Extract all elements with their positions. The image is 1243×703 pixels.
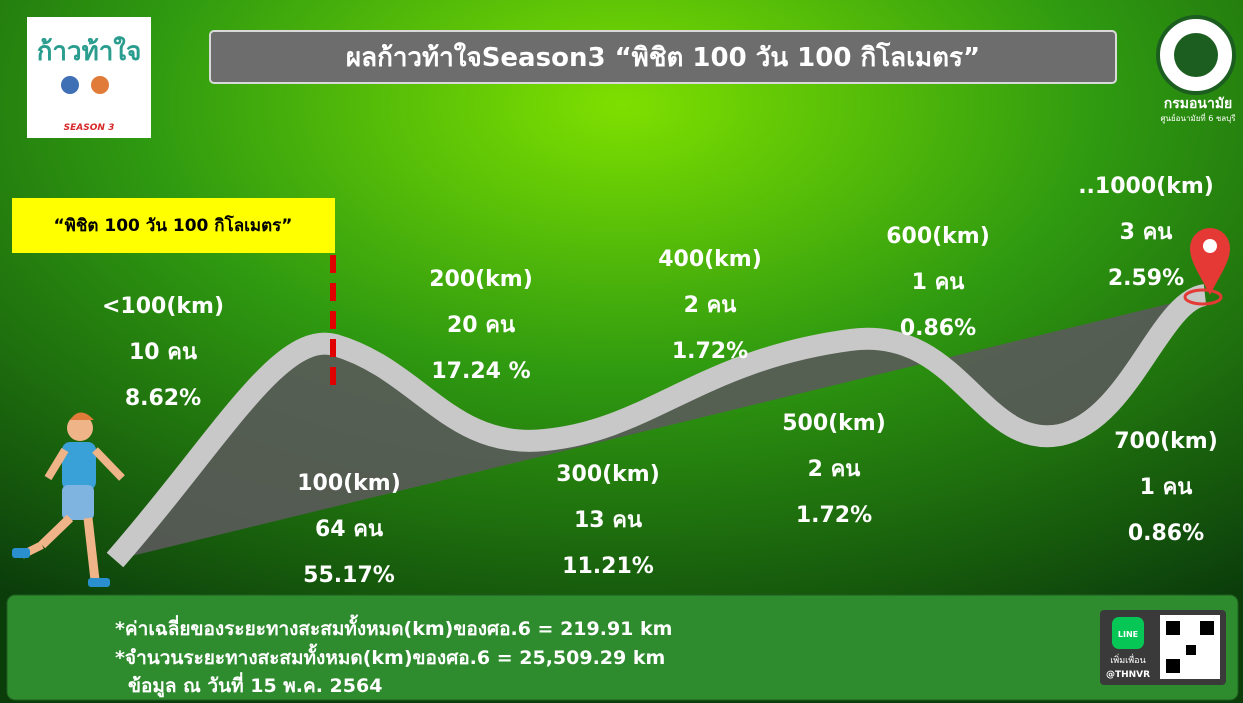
milestone-distance: 600(km) [886, 224, 990, 249]
milestone-people: 13 คน [574, 508, 642, 533]
title: ผลก้าวท้าใจSeason3 “พิชิต 100 วัน 100 กิ… [346, 41, 980, 73]
logo-name: กรมอนามัย [1164, 96, 1233, 112]
milestone-distance: 100(km) [297, 471, 401, 496]
map-pin-hole [1203, 239, 1217, 253]
logo-title: ก้าวท้าใจ [37, 36, 142, 67]
milestone-people: 2 คน [684, 293, 737, 318]
milestone-percent: 0.86% [1128, 521, 1204, 546]
milestone-distance: 500(km) [782, 411, 886, 436]
qr-code [1166, 621, 1180, 635]
footer-line: ข้อมูล ณ วันที่ 15 พ.ค. 2564 [128, 672, 382, 698]
milestone-distance: 300(km) [556, 462, 660, 487]
milestone-people: 20 คน [447, 313, 515, 338]
milestone-percent: 0.86% [900, 316, 976, 341]
milestone-people: 64 คน [315, 517, 383, 542]
milestone-distance: 400(km) [658, 247, 762, 272]
milestone-percent: 1.72% [796, 503, 872, 528]
milestone-distance: 700(km) [1114, 429, 1218, 454]
ministry-seal [1174, 33, 1218, 77]
canvas: ก้าวท้าใจ SEASON 3 ผลก้าวท้าใจSeason3 “พ… [0, 0, 1243, 703]
qr-code [1200, 621, 1214, 635]
logo-season: SEASON 3 [64, 123, 115, 133]
qr-code [1166, 659, 1180, 673]
footer-line: *ค่าเฉลี่ยของระยะทางสะสมทั้งหมด(km)ของศอ… [115, 614, 672, 640]
footer-line: *จำนวนระยะทางสะสมทั้งหมด(km)ของศอ.6 = 25… [115, 643, 665, 669]
milestone-people: 3 คน [1120, 220, 1173, 245]
milestone-percent: 17.24 % [431, 359, 530, 384]
milestone-percent: 1.72% [672, 339, 748, 364]
milestone-people: 10 คน [129, 340, 197, 365]
logo-figure [91, 76, 109, 94]
logo-figure [61, 76, 79, 94]
logo-left [27, 17, 151, 138]
milestone-distance: 200(km) [429, 267, 533, 292]
milestone-percent: 11.21% [562, 554, 654, 579]
milestone-people: 1 คน [1140, 475, 1193, 500]
milestone-distance: <100(km) [102, 294, 224, 319]
milestone-percent: 2.59% [1108, 266, 1184, 291]
milestone-people: 1 คน [912, 270, 965, 295]
goal-label: “พิชิต 100 วัน 100 กิโลเมตร” [54, 215, 293, 236]
milestone-distance: ..1000(km) [1078, 174, 1214, 199]
line-id: @THNVR [1106, 670, 1150, 680]
milestone-percent: 55.17% [303, 563, 395, 588]
logo-unit: ศูนย์อนามัยที่ 6 ชลบุรี [1160, 112, 1236, 124]
qr-code [1186, 645, 1196, 655]
infographic: ก้าวท้าใจ SEASON 3 ผลก้าวท้าใจSeason3 “พ… [0, 0, 1243, 703]
line-icon-text: LINE [1118, 630, 1138, 639]
milestone-percent: 8.62% [125, 386, 201, 411]
milestone-people: 2 คน [808, 457, 861, 482]
